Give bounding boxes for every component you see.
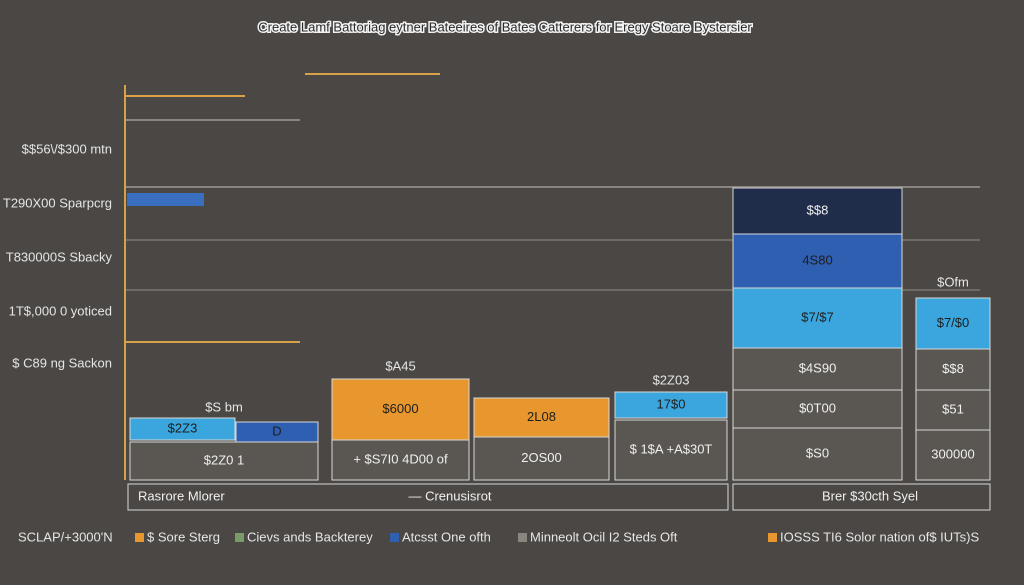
y-label: T290X00 Sparpcrg xyxy=(3,195,112,210)
legend-swatch xyxy=(518,533,527,542)
small-bar xyxy=(127,193,204,206)
segment-label: $7/$0 xyxy=(937,315,970,330)
bar-top-label: $S bm xyxy=(205,399,243,414)
bar-segment xyxy=(732,233,903,289)
footer-box xyxy=(732,483,991,511)
bar-segment xyxy=(331,439,470,481)
bar-segment xyxy=(614,419,728,481)
segment-label: $4S90 xyxy=(799,360,837,375)
legend-label: Atcsst One ofth xyxy=(402,529,491,544)
segment-label: 2OS00 xyxy=(521,450,561,465)
y-label: $ C89 ng Sackon xyxy=(12,355,112,370)
bar-segment xyxy=(915,389,991,431)
bar-segment xyxy=(915,348,991,391)
bar-segment xyxy=(129,417,236,441)
footer-label: — Crenusisrot xyxy=(408,488,491,503)
bar-segment xyxy=(732,347,903,391)
bar-segment xyxy=(331,378,470,441)
legend-swatch xyxy=(135,533,144,542)
segment-label: 2L08 xyxy=(527,409,556,424)
chart-title: Create Lamf Battoriag eytner Bateeires o… xyxy=(258,19,752,34)
legend-swatch xyxy=(390,533,399,542)
segment-label: 4S80 xyxy=(802,252,832,267)
legend-swatch xyxy=(235,533,244,542)
bar-top-label: $Ofm xyxy=(937,274,969,289)
bar-segment xyxy=(732,187,903,235)
segment-label: $$8 xyxy=(942,361,964,376)
footer-label: Rasrore Mlorer xyxy=(138,488,225,503)
segment-label: $$8 xyxy=(807,202,829,217)
legend-label: Minneolt Ocil I2 Steds Oft xyxy=(530,529,678,544)
legend-label: IOSSS TI6 Solor nation of$ IUTs)S xyxy=(780,529,980,544)
segment-label: $ 1$A +A$30T xyxy=(630,441,713,456)
legend-label: Cievs ands Backterey xyxy=(247,529,373,544)
legend-label: $ Sore Sterg xyxy=(147,529,220,544)
segment-label: $2Z0 1 xyxy=(204,452,244,467)
segment-label: 300000 xyxy=(931,446,974,461)
bar-segment xyxy=(732,427,903,481)
bar-segment xyxy=(915,297,991,350)
bar-segment xyxy=(732,389,903,429)
bar-segment xyxy=(732,287,903,349)
bar-segment xyxy=(473,397,610,438)
segment-label: $51 xyxy=(942,401,964,416)
footer-box xyxy=(127,483,729,511)
bar-top-label: $A45 xyxy=(385,358,415,373)
segment-label: $S0 xyxy=(806,445,829,460)
segment-label: $7/$7 xyxy=(801,309,834,324)
y-label: T830000S Sbacky xyxy=(6,249,113,264)
bar-top-label: $2Z03 xyxy=(653,372,690,387)
segment-label: $6000 xyxy=(382,401,418,416)
segment-label: $0T00 xyxy=(799,400,836,415)
bar-segment xyxy=(129,441,319,481)
footer-label: Brer $30cth Syel xyxy=(822,488,918,503)
segment-label: D xyxy=(272,423,281,438)
y-label: $$56\/$300 mtn xyxy=(22,141,112,156)
segment-label: + $S7I0 4D00 of xyxy=(353,451,448,466)
legend-label: SCLAP/+3000'N xyxy=(18,529,113,544)
bar-segment xyxy=(614,391,728,419)
bar-segment xyxy=(473,436,610,481)
segment-label: 17$0 xyxy=(657,396,686,411)
legend-swatch xyxy=(768,533,777,542)
bar-segment xyxy=(915,429,991,481)
y-label: 1T$,000 0 yoticed xyxy=(9,303,112,318)
segment-label: $2Z3 xyxy=(168,420,198,435)
